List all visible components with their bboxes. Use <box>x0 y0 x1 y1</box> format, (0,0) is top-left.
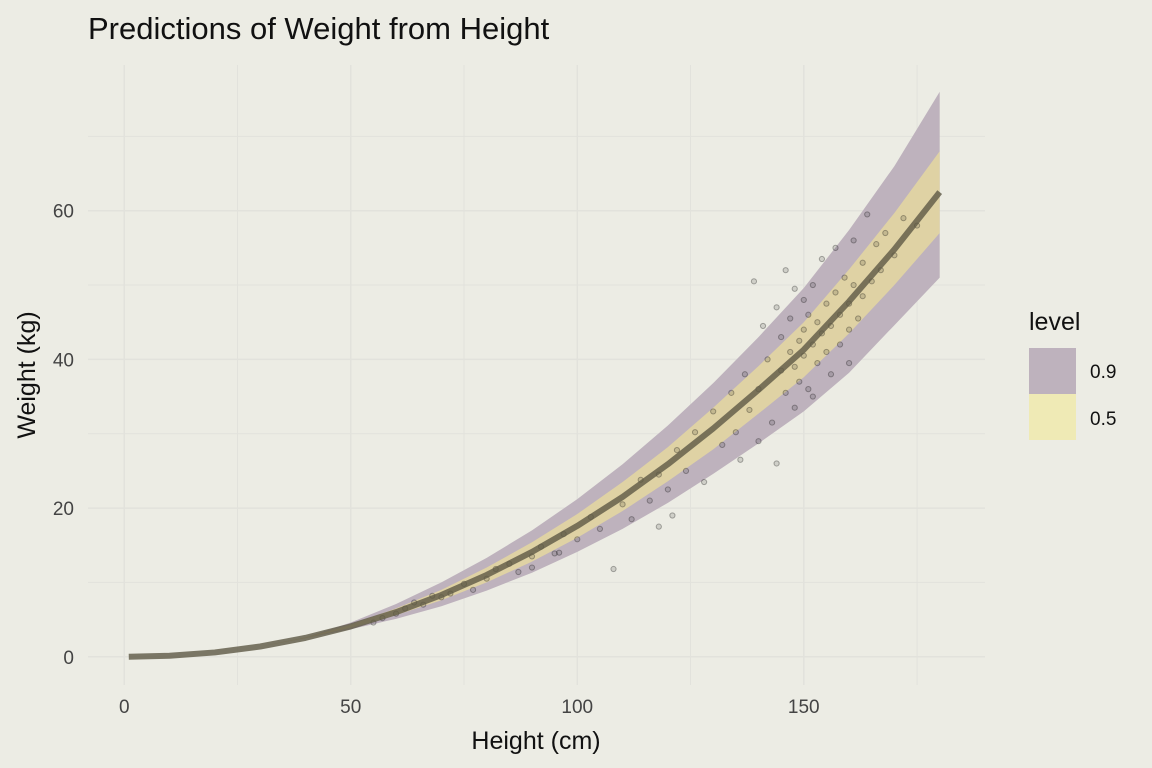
legend-label-0.9: 0.9 <box>1090 362 1116 383</box>
data-point <box>682 467 690 474</box>
x-tick-label: 100 <box>561 697 593 718</box>
data-point <box>764 356 771 363</box>
data-point <box>855 315 862 322</box>
y-tick-label: 40 <box>53 350 74 371</box>
data-point <box>596 525 604 532</box>
data-point <box>719 441 726 448</box>
band-0.9 <box>128 91 940 657</box>
data-point <box>528 564 536 571</box>
data-point <box>782 267 789 274</box>
data-point <box>551 550 558 557</box>
data-point <box>805 386 812 393</box>
data-point <box>556 549 563 556</box>
axis-ticks: 0 50 100 150 0 20 40 60 <box>53 202 820 718</box>
data-point <box>469 586 477 593</box>
mean-line-path <box>128 190 943 660</box>
x-axis-label: Height (cm) <box>471 727 600 755</box>
data-point <box>832 289 839 296</box>
data-point <box>515 568 522 576</box>
y-tick-label: 60 <box>53 202 74 223</box>
legend-swatch-0.9 <box>1029 348 1076 394</box>
legend: level 0.9 0.5 <box>1029 308 1116 440</box>
data-point <box>791 285 798 292</box>
data-point <box>646 497 653 504</box>
data-point <box>845 326 853 333</box>
data-point <box>664 486 671 493</box>
data-point <box>732 429 739 436</box>
data-point <box>827 371 835 378</box>
data-point <box>728 389 735 396</box>
data-point <box>741 371 748 378</box>
data-point <box>864 211 871 218</box>
data-point <box>800 296 807 304</box>
data-point <box>787 315 794 322</box>
data-point <box>850 237 857 244</box>
data-point <box>805 311 812 318</box>
data-point <box>787 348 794 356</box>
data-point <box>818 255 826 263</box>
data-point <box>701 478 708 486</box>
gridlines <box>88 65 985 685</box>
x-tick-label: 150 <box>788 697 820 718</box>
x-tick-label: 0 <box>119 697 130 718</box>
data-point <box>873 241 880 248</box>
data-point <box>610 565 617 573</box>
data-point <box>791 363 798 370</box>
data-point <box>809 393 816 400</box>
data-point <box>768 419 776 426</box>
y-tick-label: 20 <box>53 499 74 520</box>
data-point <box>845 360 853 367</box>
data-point <box>850 281 857 289</box>
data-point <box>737 456 744 463</box>
x-tick-label: 50 <box>340 697 361 718</box>
data-point <box>619 501 626 508</box>
data-point <box>759 322 767 330</box>
data-point <box>574 536 581 543</box>
legend-label-0.5: 0.5 <box>1090 409 1116 430</box>
data-point <box>796 378 803 385</box>
data-point <box>836 341 844 348</box>
data-point <box>691 429 699 436</box>
data-point <box>669 512 676 519</box>
data-point <box>773 304 780 311</box>
data-point <box>823 348 830 356</box>
chart-title: Predictions of Weight from Height <box>88 11 550 46</box>
data-point <box>755 438 762 445</box>
data-point <box>814 319 821 326</box>
y-tick-label: 0 <box>63 648 74 669</box>
data-point <box>750 278 758 285</box>
data-point <box>814 360 821 367</box>
data-point <box>823 300 830 307</box>
data-point <box>859 259 866 266</box>
band-0.5 <box>128 151 940 657</box>
data-point <box>778 333 785 341</box>
legend-title: level <box>1029 308 1080 336</box>
data-point <box>882 229 889 237</box>
data-point <box>791 404 798 411</box>
data-point <box>841 274 848 281</box>
prediction-bands <box>128 91 940 657</box>
data-point <box>796 337 803 344</box>
mean-line <box>128 190 943 660</box>
data-point <box>859 293 866 300</box>
data-point <box>832 244 839 251</box>
data-point <box>673 446 681 454</box>
data-point <box>782 389 789 396</box>
data-point <box>800 326 807 333</box>
data-point <box>900 215 907 222</box>
data-point <box>773 460 780 467</box>
data-point <box>809 281 816 289</box>
data-point <box>710 408 717 415</box>
y-axis-label: Weight (kg) <box>13 311 41 438</box>
data-point <box>655 523 662 530</box>
data-point <box>628 516 635 523</box>
legend-swatch-0.5 <box>1029 394 1076 440</box>
data-point <box>746 406 753 414</box>
